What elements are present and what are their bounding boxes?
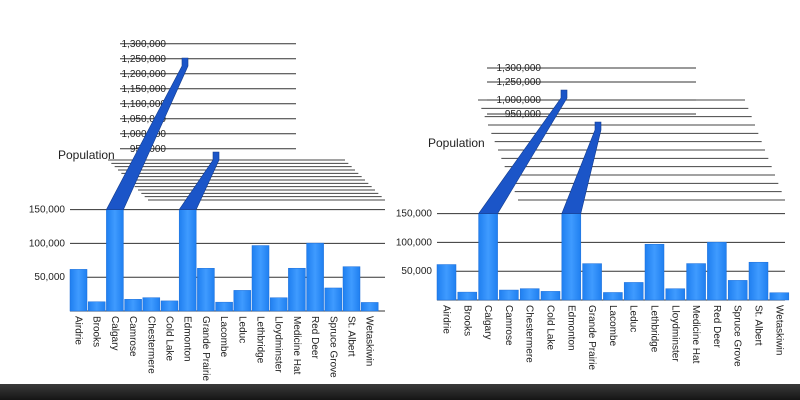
x-tick-label: Leduc [628,305,639,332]
x-tick-label: Airdrie [73,316,84,345]
x-tick-label: Lloydminster [669,305,680,362]
x-tick-label: Calgary [109,316,120,350]
x-tick-label: Calgary [482,305,493,339]
upper-tick-label: 1,200,000 [122,69,167,80]
bar [499,289,519,301]
upper-tick-label: 1,300,000 [497,63,542,74]
x-tick-label: Cold Lake [164,316,175,361]
upper-tick-label: 1,050,000 [122,114,167,125]
bar [87,301,106,312]
x-tick-label: Leduc [236,316,247,343]
x-tick-label: Lacombe [607,305,618,347]
upper-tick-label: 1,250,000 [122,54,167,65]
bar [178,209,197,312]
x-tick-label: Red Deer [711,305,722,348]
bar [269,297,288,312]
bar [769,292,790,301]
bar [306,242,324,312]
bar-break-ribbon [561,121,602,214]
bar [644,243,665,301]
x-tick-label: Wetaskiwin [364,316,375,366]
upper-tick-label: 1,000,000 [122,129,167,140]
bar [360,302,379,312]
bar-break-ribbon [178,151,220,210]
bar [106,209,124,312]
bar [215,301,233,312]
bar [665,288,686,301]
bar-break-ribbon [478,89,568,214]
bar [233,290,252,312]
bar [686,263,706,301]
x-tick-label: Spruce Grove [327,316,338,378]
y-tick-label: 100,000 [396,237,433,248]
x-tick-label: Lethbridge [649,305,660,353]
bar [603,292,623,301]
x-tick-label: St. Albert [753,305,764,346]
upper-tick-label: 950,000 [505,109,542,120]
upper-tick-label: 1,150,000 [122,84,167,95]
bar [197,268,215,312]
upper-tick-label: 1,300,000 [122,39,167,50]
x-tick-label: Edmonton [565,305,576,351]
x-tick-label: Medicine Hat [291,316,302,375]
bar-break-ribbon [105,57,189,210]
x-tick-label: Chestermere [524,305,535,363]
y-axis-label: Population [428,136,485,150]
y-tick-label: 100,000 [29,238,66,249]
x-tick-label: Wetaskiwin [773,305,784,355]
x-tick-label: Medicine Hat [690,305,701,364]
chart-left: 50,000100,000150,000950,0001,000,0001,05… [29,39,385,381]
bar [727,280,748,301]
x-tick-label: Spruce Grove [732,305,743,367]
chart-right: 50,000 100,000 150,000 950,000 1,000,000 1,25… [396,63,790,370]
x-tick-label: Lacombe [218,316,229,358]
x-tick-label: Grande Prairie [200,316,211,381]
y-axis-label: Population [58,148,115,162]
bar [457,291,478,301]
bar [478,213,498,301]
x-tick-label: Brooks [91,316,102,347]
bar [436,264,457,301]
bar [142,297,161,312]
bar [69,269,88,312]
x-tick-label: Lethbridge [255,316,266,364]
y-tick-label: 150,000 [396,209,433,220]
bar [748,261,769,301]
bar [519,288,540,301]
bar [251,245,270,312]
y-tick-label: 50,000 [401,266,432,277]
bar [288,267,306,312]
x-tick-label: St. Albert [346,316,357,357]
x-tick-label: Cold Lake [545,305,556,350]
upper-tick-label: 1,250,000 [497,77,542,88]
upper-tick-label: 1,100,000 [122,99,167,110]
x-tick-label: Chestermere [145,316,156,374]
x-tick-label: Red Deer [309,316,320,359]
bar [342,266,361,312]
x-tick-label: Brooks [461,305,472,336]
bar [540,291,561,301]
x-tick-label: Camrose [127,316,138,357]
x-tick-label: Edmonton [182,316,193,362]
bar [623,282,644,301]
bar [707,241,727,301]
bar [160,300,179,312]
bottom-strip [0,384,800,400]
x-tick-label: Airdrie [441,305,452,334]
bar [561,213,582,301]
upper-tick-label: 1,000,000 [497,95,542,106]
x-tick-label: Lloydminster [273,316,284,373]
bar [582,263,602,301]
y-tick-label: 150,000 [29,205,66,216]
bar [124,299,142,312]
bar [324,287,343,312]
x-tick-label: Grande Prairie [586,305,597,370]
x-tick-label: Camrose [503,305,514,346]
y-tick-label: 50,000 [34,272,65,283]
